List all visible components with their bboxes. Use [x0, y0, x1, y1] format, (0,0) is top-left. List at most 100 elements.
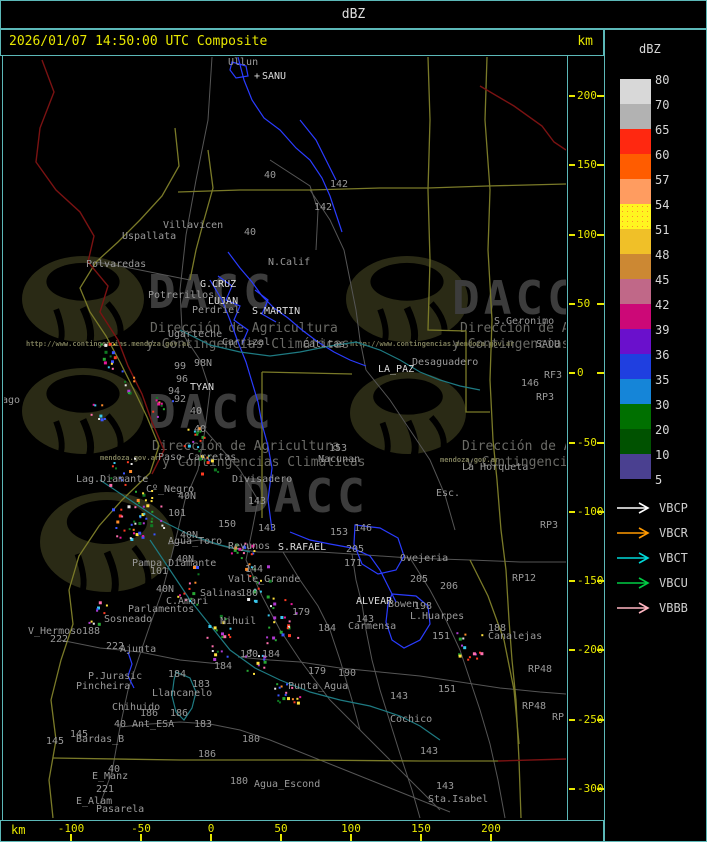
right-axis-tick-label: 100 — [577, 227, 597, 241]
scale-color-swatch — [620, 279, 651, 304]
bottom-axis-tick-mark — [490, 834, 492, 841]
vbcu-arrow-icon — [617, 577, 650, 589]
bottom-axis-tick-mark — [350, 834, 352, 841]
right-axis-tick-mark — [569, 580, 575, 583]
bottom-axis-tick-label: 200 — [481, 822, 501, 835]
window-title: dBZ — [0, 0, 707, 29]
legend-item-label: VBBB — [659, 601, 688, 615]
scale-tick-label: 65 — [655, 123, 670, 137]
bottom-axis-tick-label: 150 — [411, 822, 431, 835]
scale-tick-label: 57 — [655, 173, 670, 187]
right-axis-tick-label: -150 — [577, 574, 604, 588]
legend-item: VBCU — [615, 575, 688, 591]
legend-item: VBBB — [615, 600, 688, 616]
right-axis-tick-mark — [569, 441, 575, 444]
scale-tick-label: 35 — [655, 373, 670, 387]
bottom-axis-tick-label: 100 — [341, 822, 361, 835]
vbct-arrow-icon — [617, 552, 650, 564]
scale-color-swatch — [620, 254, 651, 279]
legend-item: VBCR — [615, 525, 688, 541]
right-axis-tick-mark — [597, 164, 605, 167]
vbbb-arrow-icon — [617, 602, 650, 614]
bottom-axis-tick-mark — [280, 834, 282, 841]
bottom-axis-tick-mark — [210, 834, 212, 841]
right-axis-tick-mark — [569, 718, 575, 721]
scale-tick-label: 54 — [655, 198, 670, 212]
legend-item: VBCT — [615, 550, 688, 566]
right-axis-tick-mark — [569, 649, 575, 652]
scale-tick-label: 30 — [655, 398, 670, 412]
right-axis-tick-label: 0 — [577, 366, 584, 380]
right-axis-tick-mark — [597, 372, 605, 375]
scale-color-swatch — [620, 129, 651, 154]
right-axis-tick-label: -300 — [577, 782, 604, 795]
vbcp-arrow-icon — [617, 502, 650, 514]
scale-tick-label: 45 — [655, 273, 670, 287]
scale-color-swatch — [620, 429, 651, 454]
right-axis-tick-mark — [597, 441, 605, 444]
scale-tick-label: 42 — [655, 298, 670, 312]
scale-color-swatch — [620, 304, 651, 329]
scale-color-swatch — [620, 179, 651, 204]
scale-color-swatch — [620, 104, 651, 129]
right-axis-tick-label: 200 — [577, 89, 597, 102]
km-unit-label-bottom: km — [11, 823, 26, 837]
scale-color-swatch — [620, 229, 651, 254]
scale-color-swatch — [620, 379, 651, 404]
radar-map-canvas — [2, 55, 568, 821]
timestamp-label: 2026/01/07 14:50:00 UTC Composite — [9, 34, 268, 49]
scale-tick-label: 10 — [655, 448, 670, 462]
km-unit-label-top: km — [577, 34, 593, 49]
right-axis-tick-mark — [597, 510, 605, 513]
vbcr-arrow-icon — [617, 527, 650, 539]
right-axis-tick-mark — [569, 788, 575, 790]
color-scale-panel: dBZ 80 70 65 60 57 54 51 48 45 42 39 36 35 30 20 10 5 VB… — [604, 29, 707, 842]
right-axis-tick-label: -100 — [577, 504, 604, 518]
right-axis: 200 150 100 50 0 -50 -100 -150 -200 -250 -300 — [568, 55, 606, 820]
right-axis-tick-label: -200 — [577, 643, 604, 657]
scale-color-swatch — [620, 79, 651, 104]
right-axis-tick-mark — [597, 649, 605, 652]
right-axis-tick-mark — [597, 718, 605, 721]
bottom-axis-tick-label: -50 — [131, 822, 151, 835]
right-axis-tick-label: -50 — [577, 435, 597, 449]
scale-color-swatch — [620, 404, 651, 429]
right-axis-tick-mark — [597, 95, 605, 97]
bottom-axis-tick-label: -100 — [57, 822, 85, 835]
scale-tick-label: 48 — [655, 248, 670, 262]
scale-tick-label: 80 — [655, 73, 670, 87]
scale-color-swatch — [620, 329, 651, 354]
scale-tick-label: 5 — [655, 473, 663, 487]
right-axis-tick-mark — [597, 580, 605, 583]
legend-item-label: VBCR — [659, 526, 688, 540]
scale-color-swatch — [620, 204, 651, 229]
bottom-axis-tick-label: 0 — [207, 822, 215, 835]
scale-tick-label: 51 — [655, 223, 670, 237]
right-axis-tick-mark — [597, 788, 605, 790]
legend-item-label: VBCP — [659, 501, 688, 515]
scale-tick-label: 60 — [655, 148, 670, 162]
right-axis-tick-mark — [569, 510, 575, 513]
right-axis-tick-mark — [569, 302, 575, 305]
legend-item-label: VBCU — [659, 576, 688, 590]
bottom-axis: km -100 -50 0 50 100 150 200 — [0, 820, 604, 842]
bottom-axis-tick-label: 50 — [274, 822, 288, 835]
legend-item: VBCP — [615, 500, 688, 516]
right-axis-tick-mark — [597, 302, 605, 305]
scale-color-swatch — [620, 354, 651, 379]
right-axis-tick-mark — [569, 95, 575, 97]
legend-item-label: VBCT — [659, 551, 688, 565]
scale-color-swatch — [620, 454, 651, 479]
right-axis-tick-mark — [569, 233, 575, 236]
right-axis-tick-label: 50 — [577, 296, 591, 310]
right-axis-tick-label: 150 — [577, 158, 597, 172]
right-axis-tick-mark — [569, 164, 575, 167]
right-axis-tick-mark — [597, 233, 605, 236]
scale-tick-label: 39 — [655, 323, 670, 337]
right-axis-tick-label: -250 — [577, 712, 604, 726]
bottom-axis-tick-mark — [70, 834, 72, 841]
scale-title: dBZ — [639, 42, 661, 56]
bottom-axis-tick-mark — [140, 834, 142, 841]
scale-tick-label: 20 — [655, 423, 670, 437]
header-bar: 2026/01/07 14:50:00 UTC Composite km — [0, 29, 604, 56]
